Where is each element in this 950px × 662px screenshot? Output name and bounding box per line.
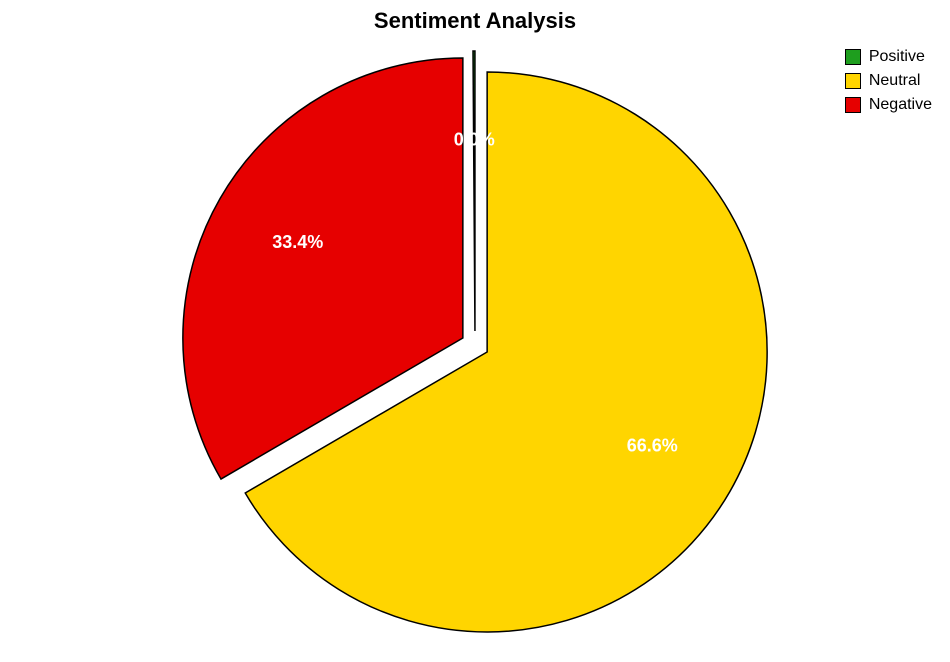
legend: Positive Neutral Negative [845,48,932,120]
legend-item-positive: Positive [845,48,932,66]
legend-swatch-negative [845,97,861,113]
sentiment-pie-chart: Sentiment Analysis 33.4%66.6%0.0% Positi… [0,0,950,662]
legend-swatch-neutral [845,73,861,89]
pie-svg: 33.4% 66.6% 0.0% [0,0,950,662]
legend-label-neutral: Neutral [869,72,921,90]
legend-label-negative: Negative [869,96,932,114]
pie-pct-neutral: 66.6% [627,436,678,456]
legend-item-negative: Negative [845,96,932,114]
pie-pct-positive: 0.0% [454,129,495,149]
legend-swatch-positive [845,49,861,65]
legend-label-positive: Positive [869,48,925,66]
pie-slice-positive [473,51,475,331]
legend-item-neutral: Neutral [845,72,932,90]
pie-pct-negative: 33.4% [272,232,323,252]
